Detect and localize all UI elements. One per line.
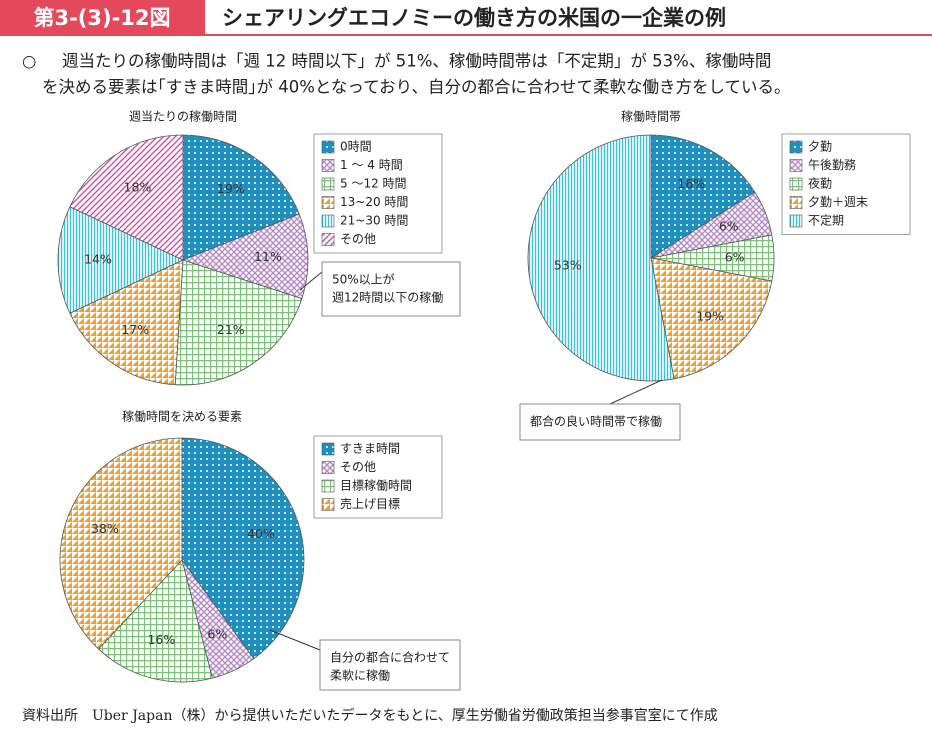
legend-swatch	[321, 461, 335, 474]
legend-label: 午後勤務	[808, 158, 856, 172]
value-label: 14%	[84, 252, 112, 267]
legend-swatch	[321, 479, 335, 493]
pie-slice	[181, 213, 309, 300]
annotation-box	[319, 639, 461, 691]
legend-label: 13~20 時間	[340, 195, 408, 209]
legend-label: その他	[340, 232, 376, 246]
legend-label: すきま時間	[340, 442, 400, 456]
chart-title: 稼働時間帯	[621, 109, 681, 124]
pie-slice	[69, 259, 184, 386]
pie-slice	[650, 134, 756, 259]
legend-swatch	[321, 196, 335, 209]
pie-slice	[650, 257, 773, 380]
pie-slice	[174, 259, 303, 386]
pie-slice	[97, 559, 213, 683]
value-label: 11%	[254, 249, 282, 264]
figure-title: シェアリングエコノミーの働き方の米国の一企業の例	[222, 6, 726, 30]
legend-label: 売上げ目標	[340, 496, 400, 511]
pie-slice	[69, 134, 184, 261]
legend-swatch	[789, 159, 803, 172]
chart-title: 週当たりの稼働時間	[129, 109, 237, 124]
legend-label: 夜勤	[808, 176, 832, 191]
callout-line	[609, 379, 663, 405]
pie-slice	[59, 437, 183, 650]
legend-swatch	[321, 177, 335, 191]
annotation: 自分の都合に合わせて	[330, 650, 450, 665]
callout-line	[299, 271, 323, 291]
value-label: 38%	[91, 521, 119, 536]
value-label: 16%	[677, 176, 705, 191]
legend-swatch	[789, 196, 803, 209]
legend-label: その他	[340, 460, 376, 474]
figure-number: 第3-(3)-12図	[33, 6, 170, 30]
legend-label: 目標稼働時間	[340, 478, 412, 493]
summary-line: 週当たりの稼働時間は「週 12 時間以下」が 51%、稼働時間帯は「不定期」が …	[62, 52, 771, 71]
chart-title: 稼働時間を決める要素	[122, 409, 242, 424]
bullet: ○	[22, 52, 36, 71]
legend-label: 夕勤＋週末	[808, 195, 868, 209]
pie-slice	[57, 206, 184, 314]
legend-swatch	[321, 442, 335, 456]
legend-swatch	[789, 177, 803, 191]
figure-badge	[0, 0, 205, 36]
value-label: 40%	[247, 526, 275, 541]
value-label: 19%	[217, 181, 245, 196]
value-label: 17%	[121, 322, 149, 337]
pie-slice	[527, 134, 675, 382]
legend-swatch	[789, 140, 803, 154]
legend-label: 夕勤	[808, 140, 832, 154]
source: 資料出所 Uber Japan（株）から提供いただいたデータをもとに、厚生労働省…	[22, 707, 718, 724]
value-label: 6%	[725, 250, 745, 265]
legend-box	[313, 435, 443, 519]
value-label: 16%	[147, 632, 175, 647]
legend-box	[313, 133, 443, 254]
legend-box	[781, 133, 911, 235]
annotation: 柔軟に稼働	[330, 668, 390, 683]
legend-label: 不定期	[808, 213, 844, 228]
pie-slice	[182, 134, 300, 261]
value-label: 6%	[719, 219, 739, 234]
legend-swatch	[321, 233, 335, 246]
value-label: 18%	[124, 180, 152, 195]
annotation: 週12時間以下の稼働	[332, 290, 443, 305]
value-label: 19%	[696, 309, 724, 324]
legend-label: 1 ～ 4 時間	[340, 158, 403, 172]
value-label: 21%	[217, 322, 245, 337]
callout-line	[269, 629, 321, 651]
value-label: 53%	[554, 257, 582, 272]
pie-slice	[181, 437, 305, 660]
legend-label: 21~30 時間	[340, 214, 408, 228]
annotation: 都合の良い時間帯で稼働	[530, 414, 662, 429]
legend-swatch	[321, 214, 335, 228]
legend-swatch	[321, 140, 335, 154]
annotation: 50%以上が	[332, 272, 395, 287]
legend-swatch	[789, 214, 803, 228]
value-label: 6%	[207, 627, 227, 642]
legend-label: 5 ～12 時間	[340, 177, 407, 191]
summary-line: を決める要素は｢すきま時間｣が 40%となっており、自分の都合に合わせて柔軟な働…	[42, 78, 790, 97]
annotation-box	[519, 403, 681, 441]
legend-label: 0時間	[340, 140, 372, 154]
legend-swatch	[321, 159, 335, 172]
legend-swatch	[321, 498, 335, 511]
annotation-box	[321, 261, 461, 317]
